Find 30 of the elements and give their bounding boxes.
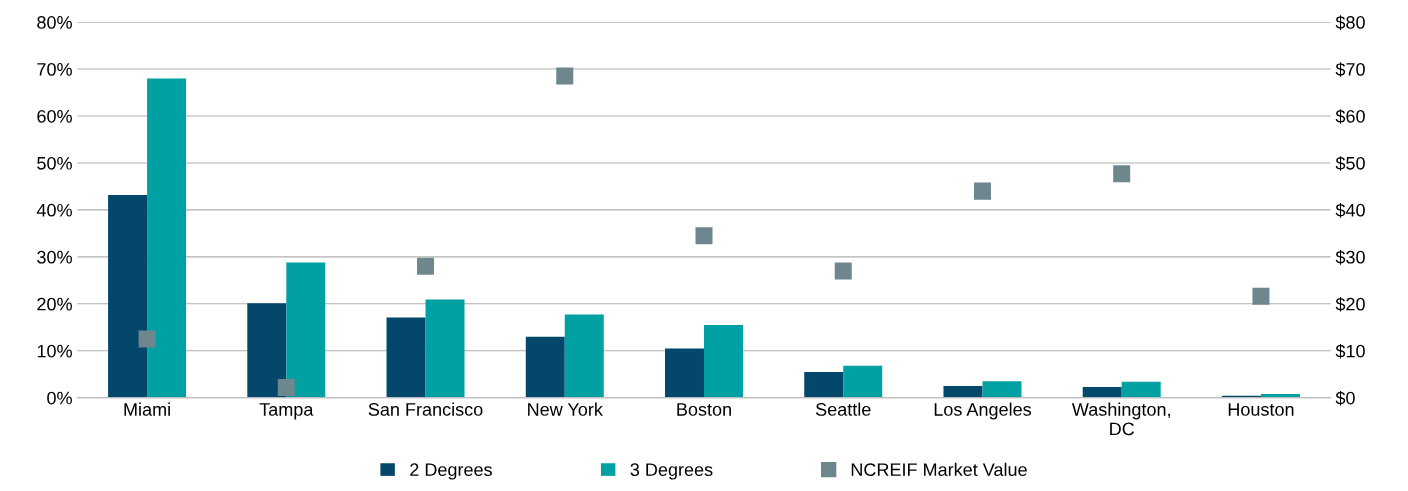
y-tick-label: 50% [37,156,72,170]
x-tick-label: Seattle [815,402,871,416]
y-tick-label: 30% [37,250,72,264]
x-tick-label: Los Angeles [934,402,1032,420]
y2-tick-label: $70 [1335,62,1365,77]
y2-tick-label: $0 [1335,390,1355,406]
y-tick-label: 70% [37,62,72,76]
y2-tick-label: $30 [1335,250,1365,265]
x-tick-label: Washington, DC [1071,402,1170,436]
y-tick-label: 80% [37,16,72,29]
y2-tick-label: $60 [1335,109,1365,124]
x-tick-label: Miami [124,402,170,416]
y-tick-label: 0% [47,391,72,405]
x-tick-label: San Francisco [368,402,483,416]
y2-tick-label: $50 [1335,156,1365,171]
x-tick-label: Boston [677,403,731,416]
y2-tick-label: $40 [1335,203,1365,218]
y-tick-label: 40% [36,203,72,217]
y2-tick-label: $80 [1335,15,1365,30]
y2-tick-label: $20 [1335,296,1365,312]
x-tick-label: Tampa [259,403,314,420]
legend-label: 2 Degrees [410,463,492,480]
y-tick-label: 10% [37,344,72,358]
x-tick-label: New York [528,402,603,416]
x-tick-label: Houston [1228,403,1294,416]
legend-label: 3 Degrees [630,463,713,480]
y-tick-label: 60% [37,109,72,123]
y2-tick-label: $10 [1335,343,1365,359]
legend-label: NCREIF Market Value [851,462,1027,477]
y-tick-label: 20% [37,297,72,311]
